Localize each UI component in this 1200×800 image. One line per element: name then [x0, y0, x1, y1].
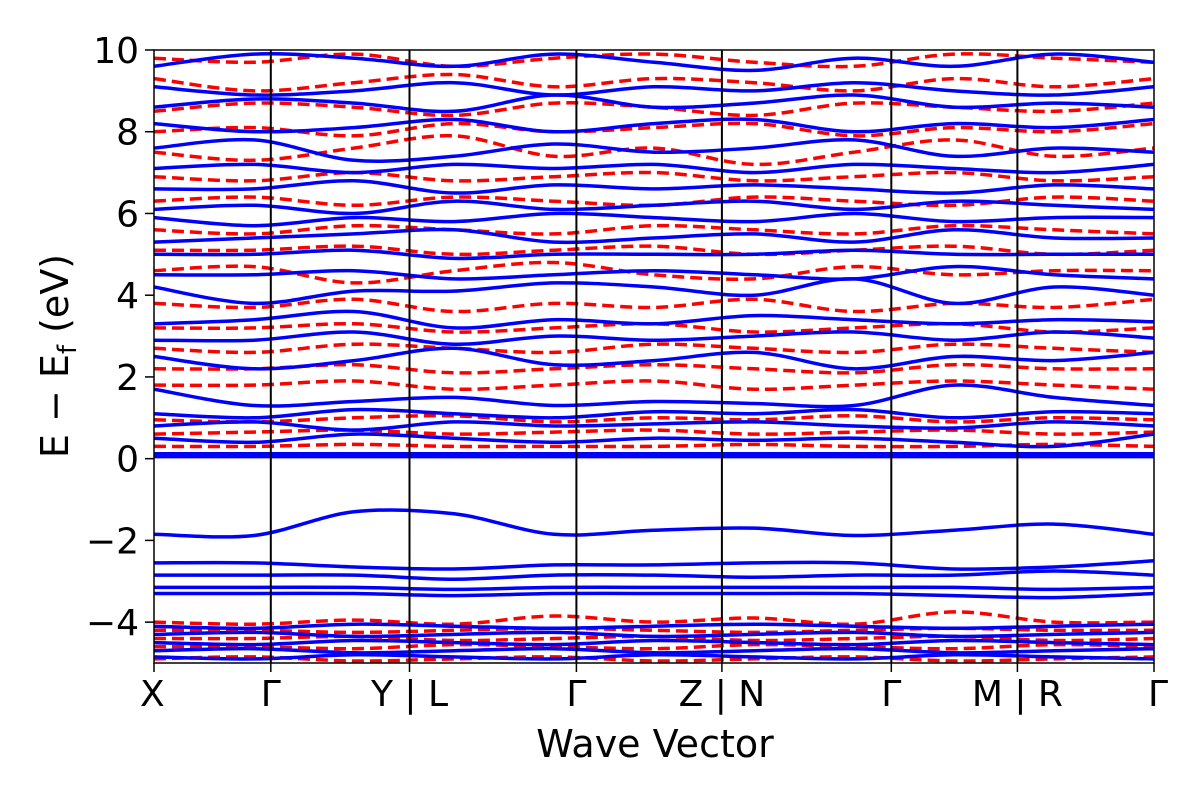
band-up-3 — [154, 420, 1154, 432]
band-up-7 — [154, 330, 1154, 346]
band-up-15 — [154, 179, 1154, 195]
band-up-9 — [154, 277, 1154, 306]
band-down-14 — [154, 121, 1154, 138]
y-tick-label: −4 — [86, 603, 139, 644]
x-axis-ticks: X Γ Y | L Γ Z | N Γ M | R Γ — [140, 663, 1168, 715]
band-down-12 — [154, 170, 1154, 183]
band-up-6 — [154, 346, 1154, 371]
y-axis-label-main: E − E — [33, 354, 77, 458]
band-down-9 — [154, 244, 1154, 257]
plot-frame — [153, 49, 1155, 664]
y-tick-label: 10 — [93, 31, 139, 72]
y-tick-label: 6 — [116, 194, 139, 235]
band-down-7 — [154, 297, 1154, 314]
band-down-16 — [154, 72, 1154, 93]
x-axis-label: Wave Vector — [536, 722, 774, 766]
band-up-2 — [154, 432, 1154, 449]
band-down-1 — [154, 428, 1154, 436]
band-up-14 — [154, 199, 1154, 216]
band-up-18 — [154, 117, 1154, 134]
y-axis-ticks: −4 −2 0 2 4 6 8 10 — [86, 31, 154, 644]
band-up-8 — [154, 309, 1154, 330]
core-band-down-3 — [154, 642, 1154, 651]
valence-band-2 — [154, 569, 1154, 581]
band-up-10 — [154, 264, 1154, 281]
y-tick-label: 2 — [116, 358, 139, 399]
kpoint-label: Γ — [566, 674, 586, 715]
core-band-up-1 — [154, 630, 1154, 639]
core-band-up-4 — [154, 653, 1154, 661]
core-band-down-4 — [154, 655, 1154, 663]
band-up-16 — [154, 162, 1154, 175]
band-down-10 — [154, 223, 1154, 236]
kpoint-label: Γ — [881, 674, 901, 715]
valence-band-0 — [154, 508, 1154, 539]
band-down-8 — [154, 260, 1154, 285]
band-up-12 — [154, 227, 1154, 245]
valence-band-3 — [154, 585, 1154, 592]
y-tick-label: −2 — [86, 521, 139, 562]
band-down-5 — [154, 342, 1154, 355]
band-up-21 — [154, 52, 1154, 73]
band-up-11 — [154, 248, 1154, 261]
y-tick-label: 4 — [116, 276, 139, 317]
band-down-2 — [154, 413, 1154, 424]
valence-band-4 — [154, 591, 1154, 600]
kpoint-label: Z | N — [679, 674, 766, 715]
band-down-3 — [154, 379, 1154, 392]
core-band-up-3 — [154, 646, 1154, 655]
y-tick-label: 8 — [116, 113, 139, 154]
y-axis-label: E − Ef (eV) — [33, 254, 83, 458]
core-band-up-0 — [154, 622, 1154, 631]
y-axis-label-unit: (eV) — [33, 254, 77, 345]
bands-layer — [154, 52, 1154, 663]
band-up-4 — [154, 407, 1154, 420]
kpoint-label: Γ — [261, 674, 281, 715]
band-up-13 — [154, 211, 1154, 228]
band-up-19 — [154, 93, 1154, 114]
valence-band-1 — [154, 559, 1154, 571]
band-up-17 — [154, 137, 1154, 163]
kpoint-lines — [269, 50, 1019, 663]
y-tick-label: 0 — [116, 440, 139, 481]
kpoint-label: Γ — [1148, 674, 1168, 715]
kpoint-label: M | R — [972, 674, 1063, 715]
core-band-down-0 — [154, 610, 1154, 627]
band-down-13 — [154, 133, 1154, 167]
y-axis-label-subscript: f — [53, 344, 83, 354]
core-band-up-2 — [154, 638, 1154, 647]
band-down-6 — [154, 321, 1154, 334]
kpoint-label: X — [140, 674, 165, 715]
band-up-20 — [154, 80, 1154, 97]
band-down-15 — [154, 101, 1154, 118]
kpoint-label: Y | L — [370, 674, 448, 715]
band-up-5 — [154, 383, 1154, 409]
